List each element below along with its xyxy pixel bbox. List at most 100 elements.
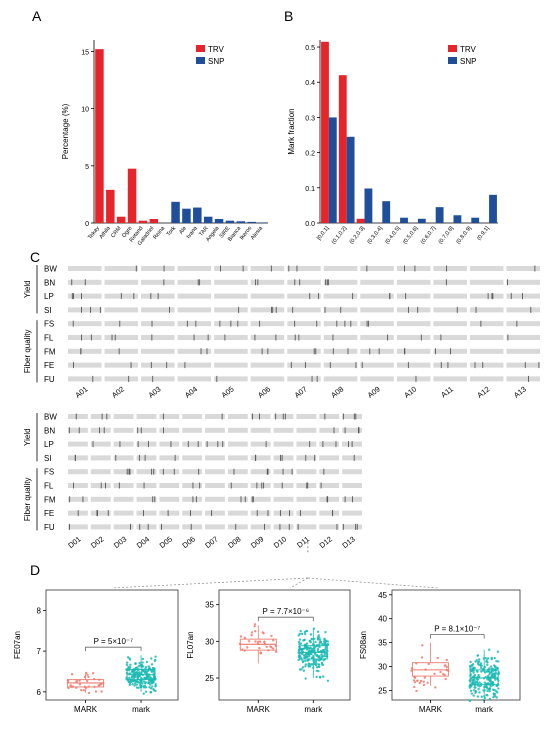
- track-a11-bn: [433, 279, 467, 285]
- data-point: [94, 690, 98, 693]
- data-point: [321, 663, 324, 667]
- data-point: [139, 663, 142, 667]
- track-a11-fl: [433, 335, 467, 340]
- x-tick-label: (0.5,0.6]: [402, 225, 420, 245]
- y-tick-label: 45: [378, 591, 387, 600]
- y-tick-label: 25: [205, 674, 214, 683]
- data-point: [141, 661, 144, 664]
- data-point: [135, 666, 139, 669]
- chromosome-label-a08: A08: [329, 384, 345, 399]
- box-plot-fs08an: 25 30 35 40 45 FS08an MARK mark P = 8.1×10⁻⁷: [359, 589, 521, 714]
- track-a05-fl: [214, 335, 248, 340]
- trait-label-fs: FS: [44, 468, 54, 477]
- data-point: [92, 677, 96, 681]
- track-a01-fu: [68, 376, 102, 382]
- data-point: [496, 667, 499, 670]
- track-a07-bn: [287, 279, 321, 285]
- data-point: [493, 692, 497, 696]
- x-tick-label: (0.8,0.9]: [456, 225, 474, 245]
- track-a02-fl: [104, 335, 139, 340]
- bar-trv-athila: [106, 189, 115, 223]
- data-point: [493, 688, 496, 692]
- data-point: [485, 685, 488, 689]
- data-point: [307, 651, 310, 655]
- data-point: [492, 668, 495, 671]
- data-point: [322, 659, 325, 662]
- data-point: [129, 672, 132, 675]
- data-point: [75, 680, 78, 684]
- track-a06-fe: [250, 362, 285, 368]
- data-point: [426, 681, 429, 685]
- data-point: [486, 663, 489, 666]
- data-point: [136, 676, 140, 679]
- track-d06-fe: [182, 510, 203, 516]
- track-d09-bn: [250, 427, 271, 433]
- data-point: [305, 652, 308, 655]
- x-tick-label: Ivana: [186, 225, 200, 240]
- legend-swatch-snp: [448, 57, 457, 64]
- trait-label-bn: BN: [44, 426, 55, 435]
- data-point: [259, 651, 263, 655]
- data-point: [75, 686, 78, 689]
- data-point: [243, 636, 247, 640]
- data-point: [490, 657, 493, 661]
- data-point: [258, 646, 261, 650]
- track-a08-fl: [323, 335, 358, 340]
- track-d05-bw: [159, 414, 180, 419]
- data-point: [476, 654, 479, 657]
- x-tick-label: (0.3,0.4]: [367, 225, 385, 245]
- track-d07-lp: [205, 441, 225, 447]
- data-point: [138, 683, 142, 687]
- data-point: [472, 671, 475, 674]
- track-d13-fs: [342, 469, 362, 475]
- data-point: [309, 646, 312, 649]
- track-a09-lp: [360, 293, 394, 299]
- data-point: [274, 650, 278, 653]
- plot-frame: [45, 589, 179, 701]
- data-point: [497, 660, 500, 663]
- track-d12-fe: [319, 510, 340, 516]
- y-tick-label: 10: [81, 107, 89, 114]
- chromosome-label-d01: D01: [66, 534, 82, 550]
- track-a02-bw: [104, 266, 139, 271]
- data-point: [312, 643, 316, 646]
- data-point: [149, 690, 152, 694]
- legend-label-trv: TRV: [460, 45, 477, 54]
- data-point: [469, 689, 473, 693]
- data-point: [320, 661, 324, 665]
- track-a10-lp: [396, 293, 431, 299]
- data-point: [272, 639, 275, 642]
- track-d06-bw: [182, 414, 203, 419]
- legend-swatch-trv: [448, 45, 457, 52]
- data-point: [145, 660, 149, 664]
- data-point: [496, 676, 499, 680]
- data-point: [476, 662, 480, 665]
- track-d03-fe: [113, 510, 134, 516]
- bar-snp-0-9-1: [489, 194, 497, 223]
- data-point: [421, 644, 424, 647]
- data-point: [497, 683, 500, 687]
- data-point: [93, 685, 96, 688]
- data-point: [305, 642, 309, 645]
- data-point: [312, 637, 316, 641]
- bar-snp-alesia: [258, 222, 267, 223]
- data-point: [140, 668, 144, 672]
- x-tick-label: (0.9,1]: [476, 225, 491, 242]
- data-point: [485, 683, 488, 687]
- data-point: [270, 634, 273, 638]
- data-point: [324, 644, 327, 647]
- track-a07-si: [287, 307, 321, 313]
- data-point: [67, 686, 70, 690]
- data-point: [324, 630, 327, 634]
- data-point: [433, 672, 436, 676]
- data-point: [270, 645, 273, 649]
- data-point: [148, 685, 151, 689]
- chromosome-label-d10: D10: [272, 534, 288, 550]
- track-a12-lp: [469, 293, 504, 299]
- y-tick-label: 5: [85, 164, 89, 171]
- track-d10-fm: [273, 496, 294, 502]
- bar-snp-ale: [182, 208, 191, 223]
- data-point: [323, 652, 326, 656]
- track-d06-lp: [182, 441, 203, 447]
